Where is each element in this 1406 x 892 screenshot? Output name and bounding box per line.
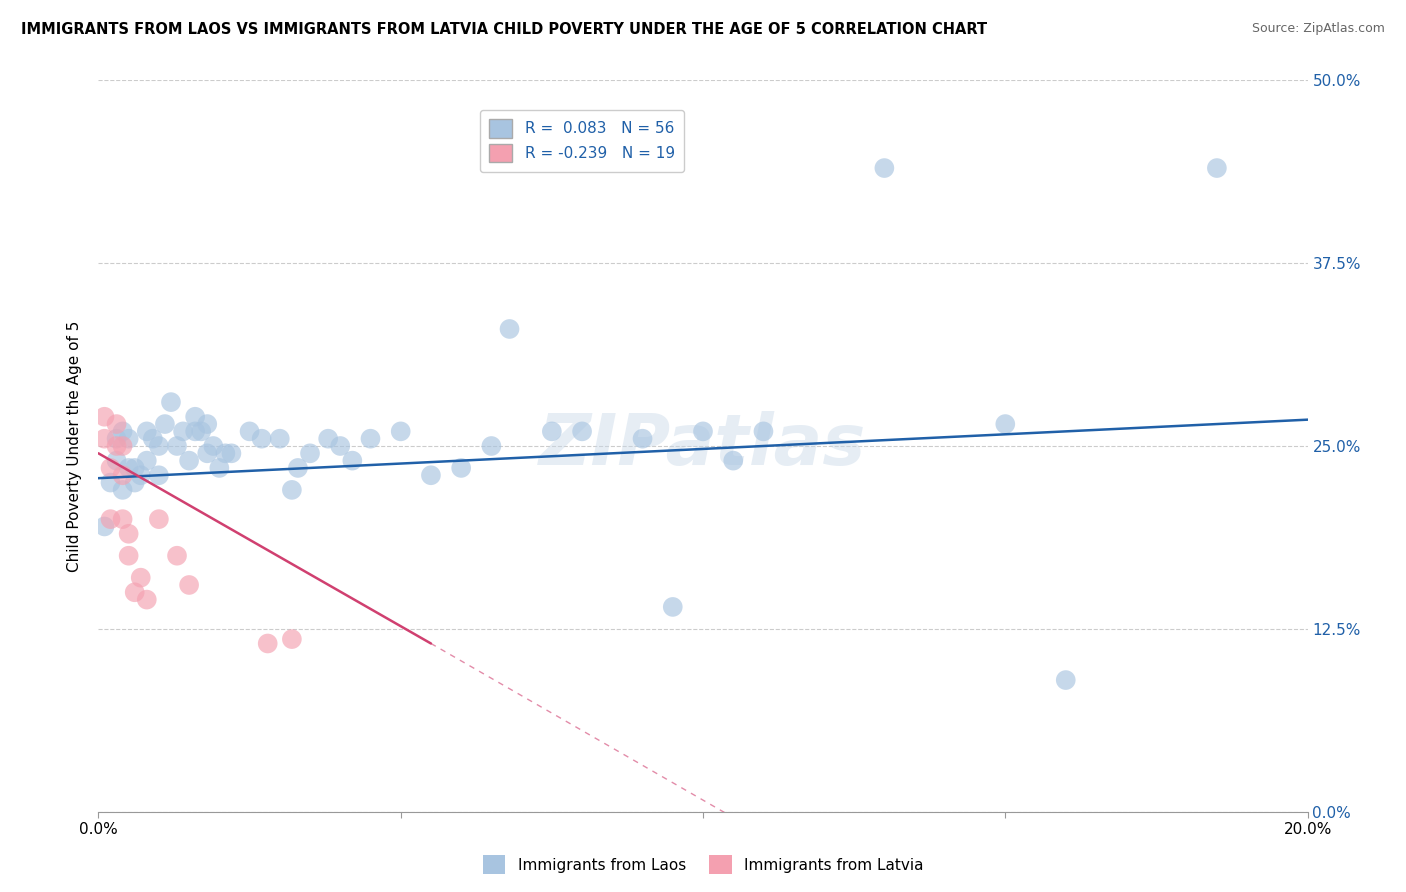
Point [172,425,194,439]
Point [195,446,218,460]
Point [281,483,304,497]
Point [142,432,165,446]
Legend: R =  0.083   N = 56, R = -0.239   N = 19: R = 0.083 N = 56, R = -0.239 N = 19 [481,110,683,171]
Point [179,453,201,467]
Point [124,461,146,475]
Point [111,483,134,497]
Point [124,475,146,490]
Point [160,395,183,409]
Point [111,468,134,483]
Point [221,446,243,460]
Point [111,512,134,526]
Y-axis label: Child Poverty Under the Age of 5: Child Poverty Under the Age of 5 [67,320,83,572]
Point [661,599,683,614]
Point [1206,161,1229,175]
Point [148,439,170,453]
Legend: Immigrants from Laos, Immigrants from Latvia: Immigrants from Laos, Immigrants from La… [477,849,929,880]
Point [105,453,128,467]
Point [184,409,207,424]
Point [129,468,152,483]
Point [269,432,291,446]
Point [208,461,231,475]
Point [148,468,170,483]
Point [994,417,1017,431]
Point [360,432,382,446]
Text: ZIPatlas: ZIPatlas [540,411,866,481]
Text: Source: ZipAtlas.com: Source: ZipAtlas.com [1251,22,1385,36]
Point [256,636,278,650]
Point [105,432,128,446]
Point [135,425,157,439]
Point [100,475,122,490]
Point [281,632,304,646]
Point [540,425,562,439]
Point [195,417,218,431]
Point [752,425,775,439]
Point [105,439,128,453]
Point [450,461,472,475]
Point [498,322,520,336]
Point [124,585,146,599]
Point [166,549,188,563]
Point [329,439,352,453]
Point [190,425,212,439]
Point [100,461,122,475]
Point [342,453,364,467]
Point [105,417,128,431]
Point [100,512,122,526]
Point [184,425,207,439]
Point [111,439,134,453]
Point [250,432,273,446]
Point [631,432,654,446]
Point [179,578,201,592]
Text: IMMIGRANTS FROM LAOS VS IMMIGRANTS FROM LATVIA CHILD POVERTY UNDER THE AGE OF 5 : IMMIGRANTS FROM LAOS VS IMMIGRANTS FROM … [21,22,987,37]
Point [214,446,236,460]
Point [287,461,309,475]
Point [723,453,745,467]
Point [118,461,141,475]
Point [571,425,593,439]
Point [93,519,115,533]
Point [166,439,188,453]
Point [118,526,141,541]
Point [135,592,157,607]
Point [202,439,225,453]
Point [1054,673,1077,687]
Point [481,439,503,453]
Point [148,512,170,526]
Point [118,432,141,446]
Point [299,446,322,460]
Point [129,571,152,585]
Point [692,425,714,439]
Point [420,468,443,483]
Point [111,425,134,439]
Point [135,453,157,467]
Point [873,161,896,175]
Point [239,425,262,439]
Point [93,432,115,446]
Point [389,425,412,439]
Point [118,549,141,563]
Point [153,417,176,431]
Point [93,409,115,424]
Point [316,432,339,446]
